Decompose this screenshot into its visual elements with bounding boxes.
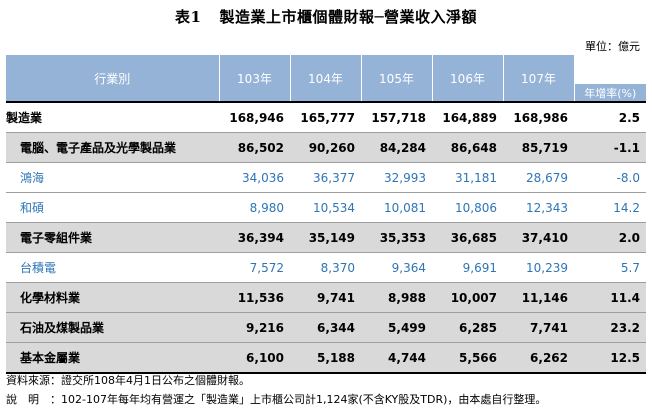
header-growth: 年增率(%) [573, 83, 646, 102]
row-value: 37,410 [503, 222, 574, 253]
row-value: 10,806 [432, 192, 503, 223]
row-category: 基本金屬業 [6, 342, 219, 374]
row-value: 8,980 [219, 192, 290, 223]
table-row: 台積電 7,572 8,370 9,364 9,691 10,239 5.7 [6, 252, 646, 283]
header-year: 107年 [502, 55, 574, 102]
header-year: 106年 [431, 55, 503, 102]
row-category: 化學材料業 [6, 282, 219, 313]
description-note: 說明：102-107年每年均有營運之「製造業」上市櫃公司計1,124家(不含KY… [6, 391, 546, 407]
row-growth: 23.2 [574, 312, 646, 343]
row-value: 5,188 [290, 342, 361, 374]
row-value: 28,679 [503, 162, 574, 193]
row-value: 10,007 [432, 282, 503, 313]
source-note: 資料來源：證交所108年4月1日公布之個體財報。 [6, 374, 250, 387]
table-row: 電子零組件業 36,394 35,149 35,353 36,685 37,410 2.0 [6, 222, 646, 253]
row-category: 石油及煤製品業 [6, 312, 219, 343]
description-text: ：102-107年每年均有營運之「製造業」上市櫃公司計1,124家(不含KY股及… [50, 393, 547, 406]
table-header: 行業別 103年 104年 105年 106年 107年 年增率(%) [6, 55, 646, 102]
row-value: 157,718 [361, 101, 432, 133]
row-value: 5,499 [361, 312, 432, 343]
row-growth: -1.1 [574, 132, 646, 163]
header-year: 105年 [360, 55, 432, 102]
row-value: 11,536 [219, 282, 290, 313]
row-value: 9,741 [290, 282, 361, 313]
row-value: 6,344 [290, 312, 361, 343]
table-title: 製造業上市櫃個體財報─營業收入淨額 [219, 8, 477, 26]
row-value: 36,685 [432, 222, 503, 253]
row-value: 8,370 [290, 252, 361, 283]
row-value: 90,260 [290, 132, 361, 163]
row-value: 12,343 [503, 192, 574, 223]
row-value: 36,377 [290, 162, 361, 193]
row-value: 4,744 [361, 342, 432, 374]
row-growth: 2.0 [574, 222, 646, 253]
row-value: 168,946 [219, 101, 290, 133]
row-growth: 11.4 [574, 282, 646, 313]
row-value: 9,691 [432, 252, 503, 283]
page-title: 表1 製造業上市櫃個體財報─營業收入淨額 [0, 6, 652, 27]
row-value: 86,648 [432, 132, 503, 163]
table-body: 製造業 168,946 165,777 157,718 164,889 168,986 2.… [6, 101, 646, 374]
table-row: 化學材料業 11,536 9,741 8,988 10,007 11,146 11.4 [6, 282, 646, 313]
table-row: 和碩 8,980 10,534 10,081 10,806 12,343 14.2 [6, 192, 646, 223]
table-row: 電腦、電子產品及光學製品業 86,502 90,260 84,284 86,648 85,… [6, 132, 646, 163]
row-value: 85,719 [503, 132, 574, 163]
row-value: 36,394 [219, 222, 290, 253]
row-category: 電腦、電子產品及光學製品業 [6, 132, 219, 163]
row-growth: 2.5 [574, 101, 646, 133]
table-row: 製造業 168,946 165,777 157,718 164,889 168,986 2.… [6, 101, 646, 133]
header-year: 104年 [289, 55, 361, 102]
row-value: 6,262 [503, 342, 574, 374]
row-category: 台積電 [6, 252, 219, 283]
row-category: 製造業 [6, 101, 219, 133]
row-growth: 14.2 [574, 192, 646, 223]
row-value: 5,566 [432, 342, 503, 374]
row-value: 10,081 [361, 192, 432, 223]
row-growth: 12.5 [574, 342, 646, 374]
header-year: 103年 [218, 55, 290, 102]
row-value: 11,146 [503, 282, 574, 313]
unit-label: 單位：億元 [585, 40, 640, 53]
table-row: 基本金屬業 6,100 5,188 4,744 5,566 6,262 12.5 [6, 342, 646, 374]
row-value: 35,149 [290, 222, 361, 253]
table-number: 表1 [175, 8, 202, 26]
row-value: 9,216 [219, 312, 290, 343]
description-label: 說明 [6, 393, 50, 406]
row-category: 鴻海 [6, 162, 219, 193]
header-category: 行業別 [6, 55, 219, 102]
table-row: 石油及煤製品業 9,216 6,344 5,499 6,285 7,741 23.2 [6, 312, 646, 343]
row-category: 和碩 [6, 192, 219, 223]
row-value: 84,284 [361, 132, 432, 163]
row-value: 34,036 [219, 162, 290, 193]
row-value: 9,364 [361, 252, 432, 283]
revenue-table: 行業別 103年 104年 105年 106年 107年 年增率(%) 製造業 1… [6, 55, 646, 374]
row-value: 86,502 [219, 132, 290, 163]
row-value: 7,572 [219, 252, 290, 283]
table-row: 鴻海 34,036 36,377 32,993 31,181 28,679 -8.0 [6, 162, 646, 193]
row-value: 6,285 [432, 312, 503, 343]
row-value: 32,993 [361, 162, 432, 193]
row-growth: -8.0 [574, 162, 646, 193]
row-value: 7,741 [503, 312, 574, 343]
row-value: 168,986 [503, 101, 574, 133]
header-growth-spacer [573, 55, 646, 84]
row-value: 8,988 [361, 282, 432, 313]
row-value: 164,889 [432, 101, 503, 133]
row-value: 31,181 [432, 162, 503, 193]
row-value: 165,777 [290, 101, 361, 133]
row-growth: 5.7 [574, 252, 646, 283]
row-value: 10,239 [503, 252, 574, 283]
row-value: 10,534 [290, 192, 361, 223]
row-value: 6,100 [219, 342, 290, 374]
row-value: 35,353 [361, 222, 432, 253]
row-category: 電子零組件業 [6, 222, 219, 253]
